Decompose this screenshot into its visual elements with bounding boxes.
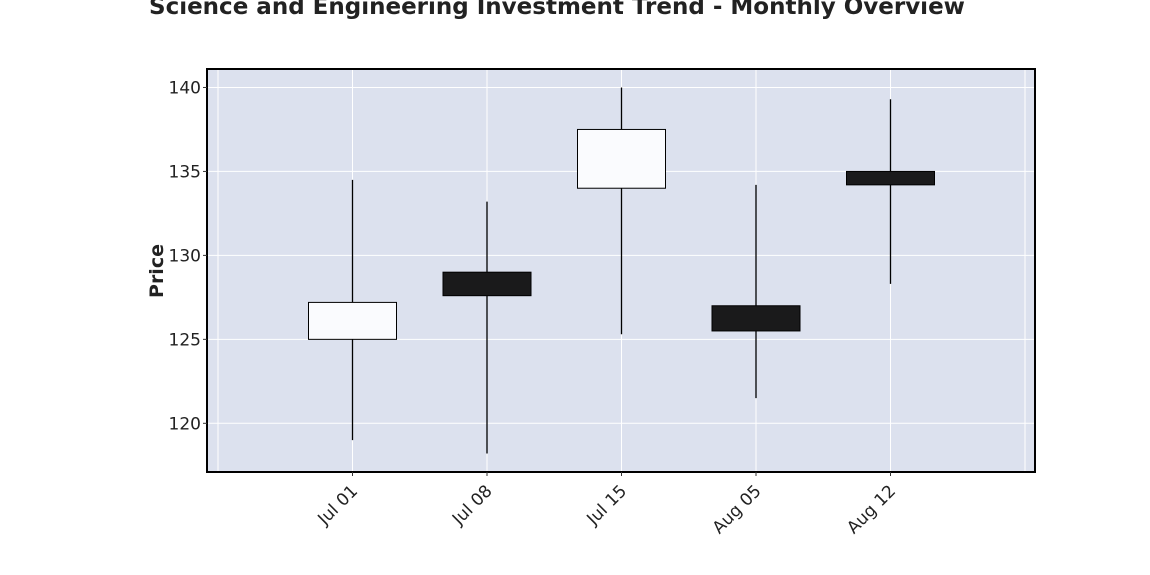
candle-body (711, 305, 801, 332)
candle (308, 179, 397, 441)
candle-body (308, 301, 397, 340)
y-tick-label: 125 (169, 330, 201, 350)
x-axis-ticks: Jul 01 Jul 08 Jul 15 Aug 05 Aug 12 (314, 472, 900, 538)
y-axis-ticks: 120 125 130 135 140 (169, 78, 207, 434)
y-tick-label: 140 (169, 78, 201, 98)
x-tick-label: Jul 01 (314, 481, 362, 529)
y-tick-label: 135 (169, 162, 201, 182)
candle (711, 184, 801, 399)
candle-body (577, 128, 666, 189)
y-tick-label: 120 (169, 414, 201, 434)
x-tick-label: Jul 15 (583, 481, 631, 529)
chart-title: Science and Engineering Investment Trend… (149, 0, 965, 20)
x-tick-label: Aug 12 (843, 481, 900, 538)
x-tick-label: Aug 05 (709, 481, 766, 538)
y-tick-label: 130 (169, 246, 201, 266)
candles (308, 87, 935, 454)
candle (442, 201, 532, 454)
candle (577, 87, 666, 335)
candle (846, 99, 935, 284)
y-axis-label: Price (146, 244, 168, 298)
candle-body (442, 271, 532, 297)
x-tick-label: Jul 08 (448, 481, 496, 529)
candle-body (846, 170, 935, 186)
